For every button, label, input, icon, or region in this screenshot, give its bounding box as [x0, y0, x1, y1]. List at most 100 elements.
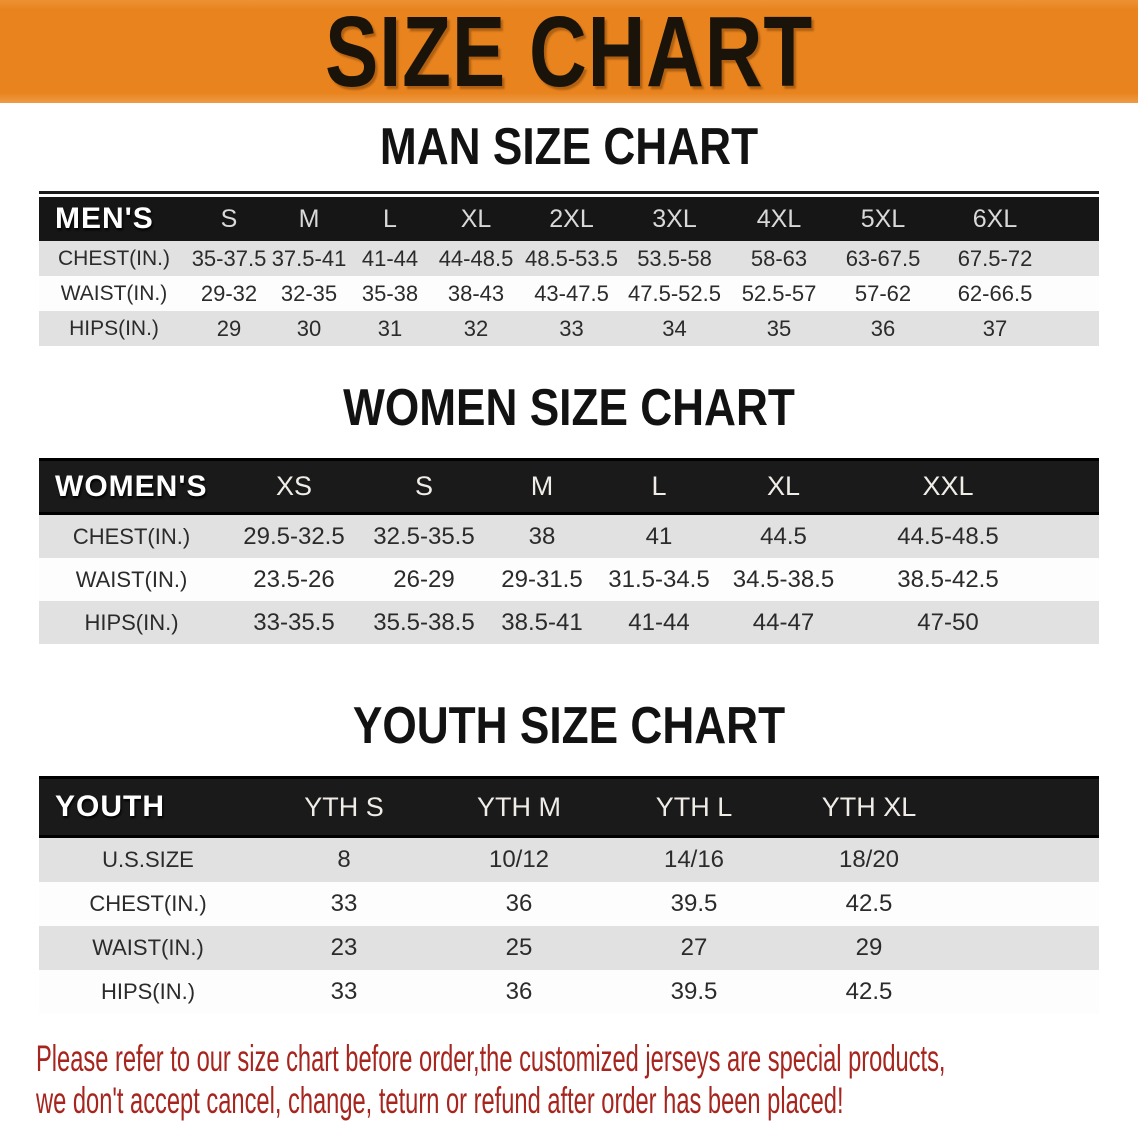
row-label: CHEST(IN.) — [39, 882, 257, 926]
size-column-header: M — [484, 458, 600, 515]
size-value: 23 — [257, 926, 431, 970]
spacer-cell — [1055, 241, 1099, 276]
size-value: 38 — [484, 513, 600, 558]
size-value: 26-29 — [364, 558, 484, 601]
youth-size-table: YOUTH YTH S YTH M YTH L YTH XL U.S.SIZE … — [39, 776, 1099, 1014]
size-value: 44.5 — [718, 513, 849, 558]
table-row: HIPS(IN.) 29 30 31 32 33 34 35 36 37 — [39, 311, 1099, 346]
size-value: 29-31.5 — [484, 558, 600, 601]
size-column-header: 5XL — [831, 197, 935, 241]
size-value: 58-63 — [727, 241, 831, 276]
spacer-cell — [1055, 276, 1099, 311]
size-value: 33-35.5 — [224, 601, 364, 644]
banner: SIZE CHART — [0, 0, 1138, 103]
table-row: CHEST(IN.) 33 36 39.5 42.5 — [39, 882, 1099, 926]
row-label: HIPS(IN.) — [39, 970, 257, 1014]
size-column-header: XL — [431, 197, 521, 241]
row-label: U.S.SIZE — [39, 836, 257, 882]
size-value: 44-47 — [718, 601, 849, 644]
size-value: 33 — [521, 311, 622, 346]
womens-header-row: WOMEN'S XS S M L XL XXL — [39, 458, 1099, 515]
size-column-header: 6XL — [935, 197, 1055, 241]
table-row: CHEST(IN.) 29.5-32.5 32.5-35.5 38 41 44.… — [39, 513, 1099, 558]
size-column-header: YTH S — [257, 776, 431, 838]
size-column-header: YTH M — [431, 776, 607, 838]
size-value: 39.5 — [607, 882, 781, 926]
size-value: 31.5-34.5 — [600, 558, 718, 601]
spacer-cell — [1055, 197, 1099, 241]
disclaimer-line-1: Please refer to our size chart before or… — [36, 1038, 946, 1079]
size-value: 62-66.5 — [935, 276, 1055, 311]
size-value: 8 — [257, 836, 431, 882]
size-value: 35-38 — [349, 276, 431, 311]
size-column-header: 3XL — [622, 197, 727, 241]
spacer-cell — [1047, 558, 1099, 601]
size-value: 29 — [781, 926, 957, 970]
table-row: HIPS(IN.) 33 36 39.5 42.5 — [39, 970, 1099, 1014]
size-value: 36 — [831, 311, 935, 346]
size-value: 52.5-57 — [727, 276, 831, 311]
table-row: WAIST(IN.) 23 25 27 29 — [39, 926, 1099, 970]
size-value: 35.5-38.5 — [364, 601, 484, 644]
mens-table: MEN'S S M L XL 2XL 3XL 4XL 5XL 6XL CHEST… — [39, 197, 1099, 346]
size-value: 37 — [935, 311, 1055, 346]
spacer-cell — [1047, 513, 1099, 558]
size-column-header: XS — [224, 458, 364, 515]
womens-header-label: WOMEN'S — [39, 458, 224, 515]
row-label: CHEST(IN.) — [39, 513, 224, 558]
size-column-header: M — [269, 197, 349, 241]
disclaimer: Please refer to our size chart before or… — [0, 1038, 1138, 1122]
size-column-header: 4XL — [727, 197, 831, 241]
size-value: 35-37.5 — [189, 241, 269, 276]
size-value: 41-44 — [600, 601, 718, 644]
spacer-cell — [957, 882, 1099, 926]
size-value: 36 — [431, 970, 607, 1014]
size-value: 38.5-41 — [484, 601, 600, 644]
page-title: SIZE CHART — [325, 0, 813, 108]
row-label: WAIST(IN.) — [39, 926, 257, 970]
size-value: 43-47.5 — [521, 276, 622, 311]
size-column-header: S — [189, 197, 269, 241]
youth-header-label: YOUTH — [39, 776, 257, 838]
size-value: 14/16 — [607, 836, 781, 882]
size-value: 35 — [727, 311, 831, 346]
size-value: 31 — [349, 311, 431, 346]
size-value: 32.5-35.5 — [364, 513, 484, 558]
table-row: HIPS(IN.) 33-35.5 35.5-38.5 38.5-41 41-4… — [39, 601, 1099, 644]
size-value: 29 — [189, 311, 269, 346]
womens-size-table: WOMEN'S XS S M L XL XXL CHEST(IN.) 29.5-… — [39, 458, 1099, 644]
size-value: 18/20 — [781, 836, 957, 882]
women-section-title: WOMEN SIZE CHART — [343, 379, 795, 437]
size-value: 41-44 — [349, 241, 431, 276]
mens-size-table: MEN'S S M L XL 2XL 3XL 4XL 5XL 6XL CHEST… — [39, 191, 1099, 346]
size-value: 10/12 — [431, 836, 607, 882]
size-value: 63-67.5 — [831, 241, 935, 276]
size-value: 29-32 — [189, 276, 269, 311]
size-value: 37.5-41 — [269, 241, 349, 276]
size-value: 38-43 — [431, 276, 521, 311]
men-section-title: MAN SIZE CHART — [379, 118, 759, 176]
size-value: 42.5 — [781, 882, 957, 926]
size-value: 23.5-26 — [224, 558, 364, 601]
size-value: 47-50 — [849, 601, 1047, 644]
size-column-header: YTH L — [607, 776, 781, 838]
size-column-header: L — [349, 197, 431, 241]
spacer-cell — [957, 970, 1099, 1014]
size-value: 27 — [607, 926, 781, 970]
spacer-cell — [1047, 601, 1099, 644]
size-value: 44.5-48.5 — [849, 513, 1047, 558]
row-label: HIPS(IN.) — [39, 601, 224, 644]
size-value: 29.5-32.5 — [224, 513, 364, 558]
size-value: 48.5-53.5 — [521, 241, 622, 276]
size-value: 33 — [257, 882, 431, 926]
size-value: 67.5-72 — [935, 241, 1055, 276]
size-column-header: XL — [718, 458, 849, 515]
size-value: 39.5 — [607, 970, 781, 1014]
spacer-cell — [957, 926, 1099, 970]
row-label: WAIST(IN.) — [39, 276, 189, 311]
size-value: 34 — [622, 311, 727, 346]
womens-table: WOMEN'S XS S M L XL XXL CHEST(IN.) 29.5-… — [39, 458, 1099, 644]
row-label: HIPS(IN.) — [39, 311, 189, 346]
spacer-cell — [1055, 311, 1099, 346]
